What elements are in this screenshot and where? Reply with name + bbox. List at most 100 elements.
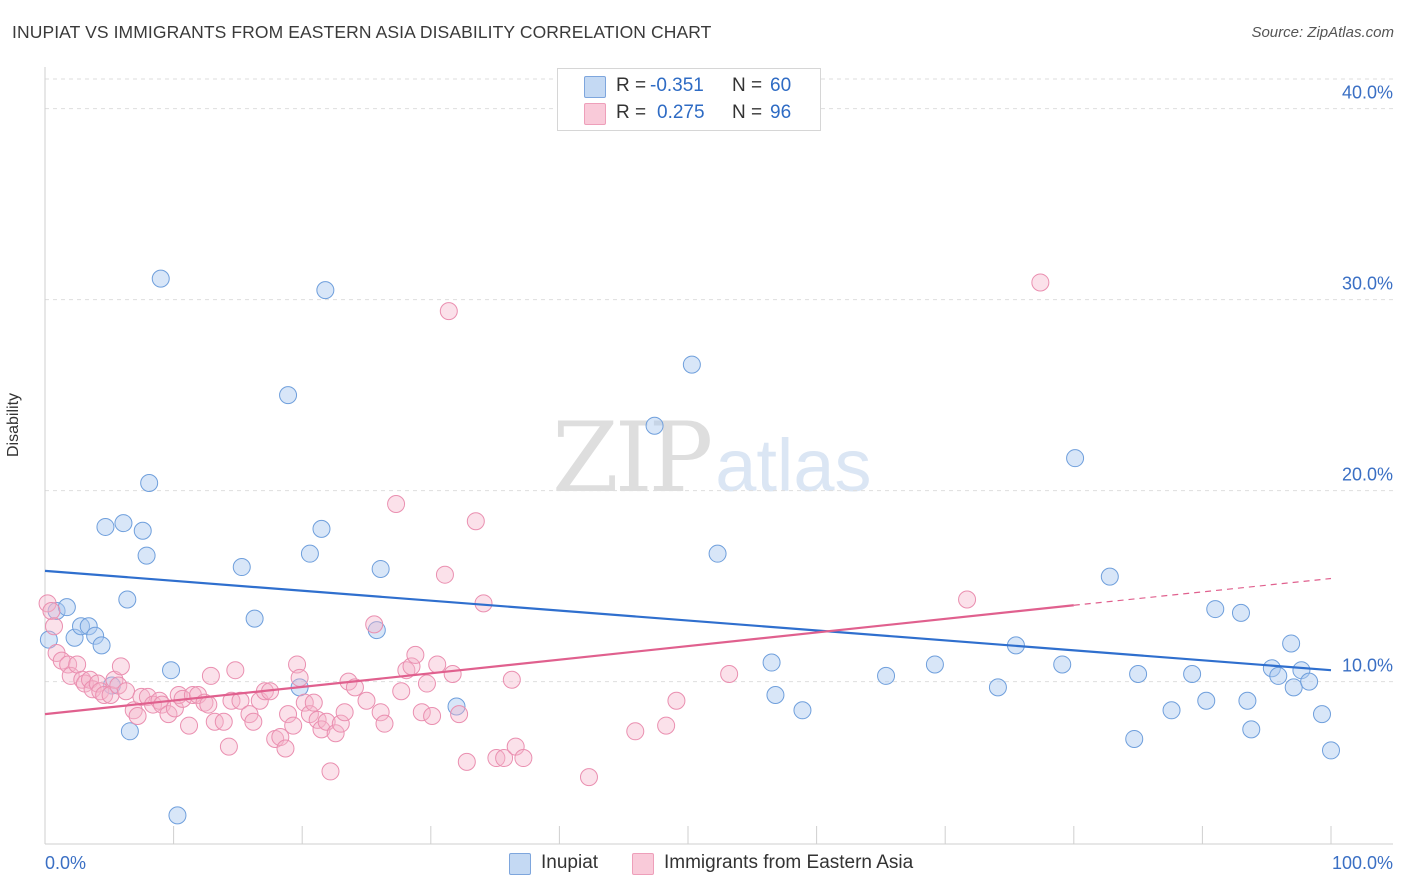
- data-point-eastern-asia: [295, 693, 314, 712]
- data-point-inupiat: [114, 514, 133, 533]
- data-point-inupiat: [925, 655, 944, 674]
- stats-legend: R = -0.351 N = 60 R = 0.275 N = 96: [557, 68, 821, 131]
- n-label: N =: [732, 102, 763, 123]
- y-tick-label: 10.0%: [1342, 656, 1393, 676]
- data-point-eastern-asia: [279, 705, 298, 724]
- data-point-eastern-asia: [201, 666, 220, 685]
- data-point-eastern-asia: [392, 682, 411, 701]
- data-point-inupiat: [1242, 720, 1261, 739]
- data-point-eastern-asia: [45, 617, 64, 636]
- data-point-inupiat: [1206, 600, 1225, 619]
- data-point-inupiat: [300, 544, 319, 563]
- data-point-eastern-asia: [284, 716, 303, 735]
- eastern-asia-swatch: [584, 103, 606, 125]
- data-point-eastern-asia: [335, 703, 354, 722]
- n-label: N =: [732, 75, 763, 96]
- data-point-eastern-asia: [412, 703, 431, 722]
- legend-label-eastern-asia: Immigrants from Eastern Asia: [664, 852, 914, 873]
- data-point-inupiat: [137, 546, 156, 565]
- data-point-eastern-asia: [128, 707, 147, 726]
- data-point-eastern-asia: [357, 691, 376, 710]
- data-point-inupiat: [1125, 729, 1144, 748]
- data-point-eastern-asia: [180, 716, 199, 735]
- data-point-eastern-asia: [244, 712, 263, 731]
- data-point-inupiat: [86, 626, 105, 645]
- data-point-inupiat: [793, 701, 812, 720]
- data-point-eastern-asia: [958, 590, 977, 609]
- inupiat-legend-swatch: [509, 853, 531, 875]
- data-point-eastern-asia: [502, 670, 521, 689]
- r-value: -0.351: [650, 75, 704, 96]
- n-value: 96: [770, 102, 792, 123]
- r-value: 0.275: [657, 102, 705, 123]
- data-point-eastern-asia: [487, 749, 506, 768]
- data-point-eastern-asia: [214, 712, 233, 731]
- data-point-eastern-asia: [271, 728, 290, 747]
- data-point-inupiat: [1162, 701, 1181, 720]
- data-point-inupiat: [1231, 603, 1250, 622]
- data-point-inupiat: [1183, 665, 1202, 684]
- eastern-asia-legend-swatch: [632, 853, 654, 875]
- data-point-inupiat: [57, 598, 76, 617]
- data-point-inupiat: [1300, 672, 1319, 691]
- data-point-eastern-asia: [579, 768, 598, 787]
- data-point-eastern-asia: [1031, 273, 1050, 292]
- x-tick-label-min: 0.0%: [45, 853, 86, 873]
- data-point-inupiat: [645, 416, 664, 435]
- data-point-eastern-asia: [42, 601, 61, 620]
- data-point-inupiat: [988, 678, 1007, 697]
- data-point-inupiat: [1269, 666, 1288, 685]
- data-point-inupiat: [877, 666, 896, 685]
- data-point-inupiat: [96, 517, 115, 536]
- data-point-inupiat: [1238, 691, 1257, 710]
- data-point-eastern-asia: [450, 705, 469, 724]
- data-point-inupiat: [371, 559, 390, 578]
- data-point-inupiat: [762, 653, 781, 672]
- data-point-eastern-asia: [117, 682, 136, 701]
- data-point-inupiat: [168, 806, 187, 825]
- data-point-eastern-asia: [321, 762, 340, 781]
- data-point-eastern-asia: [457, 752, 476, 771]
- data-point-eastern-asia: [720, 665, 739, 684]
- data-point-inupiat: [1066, 449, 1085, 468]
- data-point-inupiat: [232, 558, 251, 577]
- data-point-inupiat: [1129, 665, 1148, 684]
- data-point-eastern-asia: [288, 655, 307, 674]
- data-point-inupiat: [133, 521, 152, 540]
- data-point-eastern-asia: [435, 565, 454, 584]
- data-point-eastern-asia: [331, 714, 350, 733]
- data-point-eastern-asia: [375, 714, 394, 733]
- data-point-eastern-asia: [626, 722, 645, 741]
- data-point-eastern-asia: [406, 645, 425, 664]
- data-point-inupiat: [79, 617, 98, 636]
- data-point-eastern-asia: [371, 703, 390, 722]
- data-point-eastern-asia: [514, 749, 533, 768]
- data-point-inupiat: [1312, 705, 1331, 724]
- data-point-inupiat: [1262, 659, 1281, 678]
- watermark: ZIPatlas: [552, 402, 872, 514]
- n-value: 60: [770, 75, 792, 96]
- data-point-inupiat: [1197, 691, 1216, 710]
- data-point-inupiat: [72, 617, 91, 636]
- data-point-eastern-asia: [428, 655, 447, 674]
- data-point-eastern-asia: [387, 495, 406, 514]
- data-point-eastern-asia: [365, 615, 384, 634]
- data-point-inupiat: [1100, 567, 1119, 586]
- data-point-inupiat: [766, 686, 785, 705]
- data-point-eastern-asia: [667, 691, 686, 710]
- data-point-inupiat: [1284, 678, 1303, 697]
- data-point-inupiat: [92, 636, 111, 655]
- x-tick-label-max: 100.0%: [1332, 853, 1393, 873]
- r-label: R =: [616, 75, 647, 96]
- watermark-atlas: atlas: [715, 424, 872, 507]
- data-point-eastern-asia: [276, 739, 295, 758]
- data-point-eastern-asia: [199, 695, 218, 714]
- data-point-eastern-asia: [345, 678, 364, 697]
- data-point-inupiat: [1282, 634, 1301, 653]
- data-point-eastern-asia: [68, 655, 87, 674]
- data-point-inupiat: [140, 474, 159, 493]
- source-credit: Source: ZipAtlas.com: [1251, 24, 1394, 41]
- data-point-inupiat: [279, 386, 298, 405]
- data-point-eastern-asia: [326, 724, 345, 743]
